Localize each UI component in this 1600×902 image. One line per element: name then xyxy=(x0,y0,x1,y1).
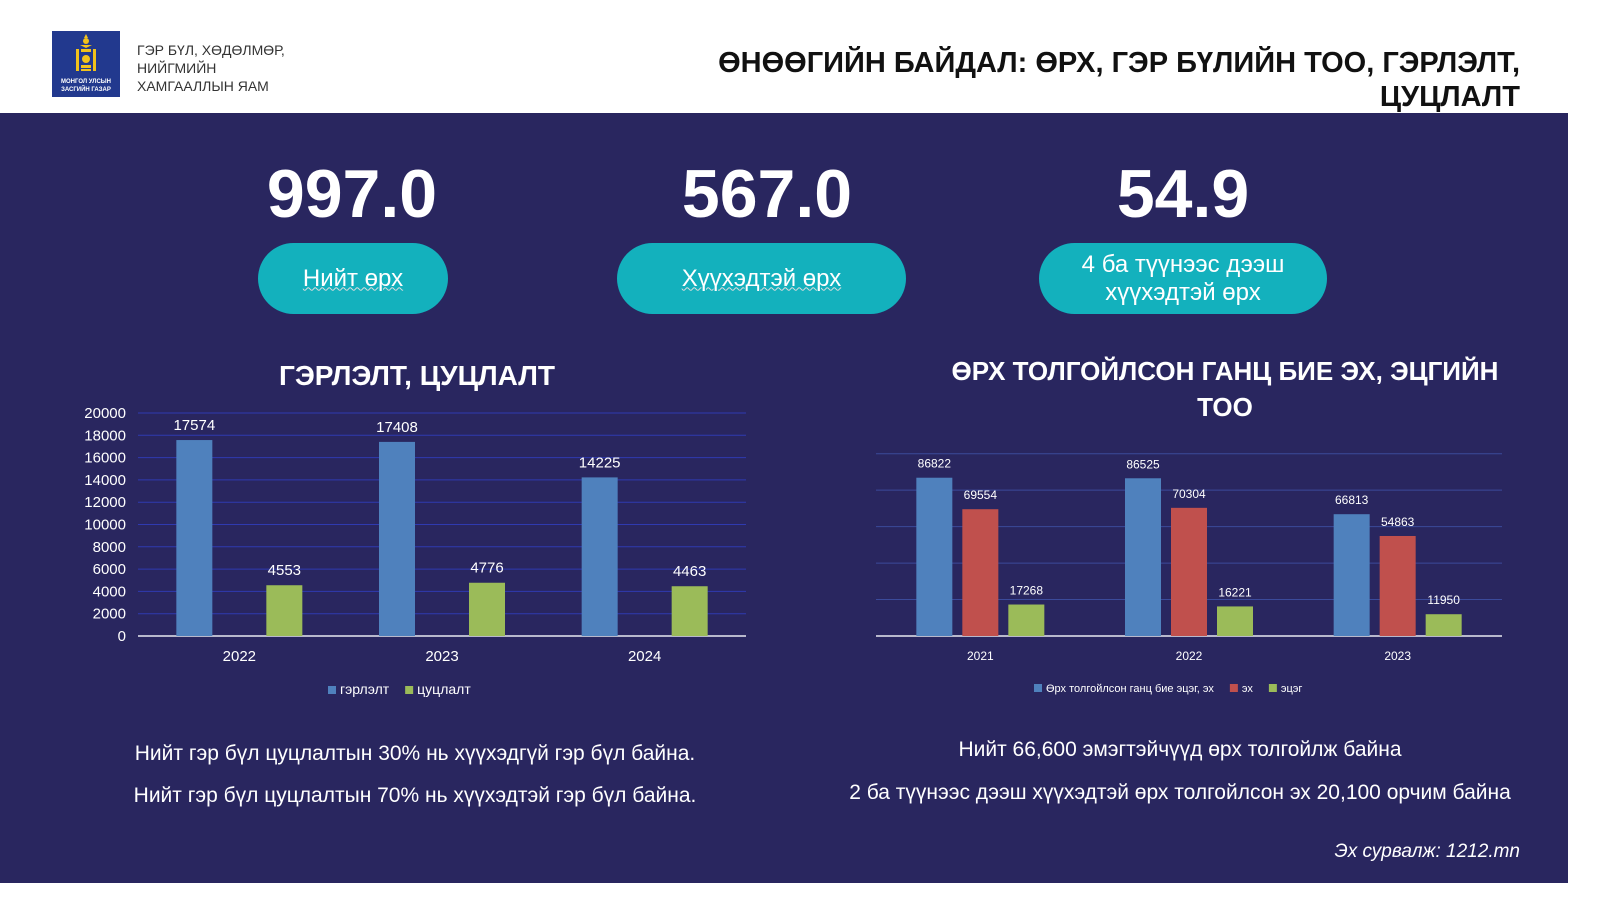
y-tick-label: 20000 xyxy=(84,405,126,422)
pill-label-line: хүүхэдтэй өрх xyxy=(1105,278,1261,306)
data-label: 86525 xyxy=(1126,457,1160,471)
pill-households-with-children: Хүүхэдтэй өрх xyxy=(617,243,906,314)
note-right-1: Нийт 66,600 эмэгтэйчүүд өрх толгойлж бай… xyxy=(958,738,1402,761)
note-left-2: Нийт гэр бүл цуцлалтын 70% нь хүүхэдтэй … xyxy=(133,784,697,807)
data-label: 4553 xyxy=(268,562,301,579)
y-tick-label: 2000 xyxy=(93,606,126,623)
note-right-2: 2 ба түүнээс дээш хүүхэдтэй өрх толгойлс… xyxy=(849,781,1511,804)
bar-series0 xyxy=(1125,478,1161,636)
data-label: 17408 xyxy=(376,419,418,436)
bar-series1 xyxy=(671,586,708,636)
logo-text-1: МОНГОЛ УЛСЫН xyxy=(61,79,111,85)
y-tick-label: 0 xyxy=(118,628,126,645)
kpi-households-with-children: 567.0 xyxy=(681,156,853,232)
pill-total-households: Нийт өрх xyxy=(258,243,448,314)
bar-series1 xyxy=(1379,535,1416,636)
legend-label: эцэг xyxy=(1281,683,1303,695)
data-label: 17574 xyxy=(173,417,215,434)
page-title-line: ЦУЦЛАЛТ xyxy=(1379,81,1520,113)
legend-swatch xyxy=(1229,684,1238,692)
logo-text-2: ЗАСГИЙН ГАЗАР xyxy=(61,87,111,93)
ministry-line: ГЭР БҮЛ, ХӨДӨЛМӨР, xyxy=(137,42,285,58)
x-tick-label: 2024 xyxy=(628,648,661,665)
y-tick-label: 6000 xyxy=(93,561,126,578)
bar-series1 xyxy=(469,582,505,636)
note-left-1: Нийт гэр бүл цуцлалтын 30% нь хүүхэдгүй … xyxy=(134,742,696,765)
single-parent-chart: 2021 86822 69554 17268 2022 86525 70304 16221 20… xyxy=(876,453,1502,695)
kpi-total-households: 997.0 xyxy=(266,156,438,232)
data-label: 14225 xyxy=(579,454,621,471)
bar-series0 xyxy=(176,440,213,636)
source-note: Эх сурвалж: 1212.mn xyxy=(1334,841,1520,862)
legend-label: цуцлалт xyxy=(417,681,471,697)
x-tick-label: 2022 xyxy=(223,648,256,665)
legend-swatch xyxy=(405,686,414,694)
data-label: 70304 xyxy=(1172,487,1206,501)
bar-series2 xyxy=(1425,614,1462,636)
y-tick-label: 16000 xyxy=(84,450,126,467)
chart-title-marriage: ГЭРЛЭЛТ, ЦУЦЛАЛТ xyxy=(279,360,555,391)
data-label: 86822 xyxy=(918,457,952,471)
x-tick-label: 2022 xyxy=(1176,649,1203,663)
bar-series0 xyxy=(581,477,618,636)
y-tick-label: 12000 xyxy=(84,494,126,511)
chart-title-single-parents: ӨРХ ТОЛГОЙЛСОН ГАНЦ БИЕ ЭХ, ЭЦГИЙН ТОО xyxy=(925,353,1525,425)
legend-label: гэрлэлт xyxy=(340,681,390,697)
ministry-name: ГЭР БҮЛ, ХӨДӨЛМӨР, НИЙГМИЙН ХАМГААЛЛЫН Я… xyxy=(137,41,327,95)
bar-series2 xyxy=(1008,604,1045,636)
data-label: 11950 xyxy=(1427,593,1460,607)
data-label: 54863 xyxy=(1381,515,1415,529)
pill-label: Хүүхэдтэй өрх xyxy=(681,264,842,292)
bar-series0 xyxy=(1333,514,1370,636)
bar-series1 xyxy=(1171,507,1207,636)
pill-label: Нийт өрх xyxy=(302,264,404,292)
chart-title-line: ӨРХ ТОЛГОЙЛСОН ГАНЦ БИЕ ЭХ, ЭЦГИЙН xyxy=(951,356,1499,386)
legend-label: Өрх толгойлсон ганц бие эцэг, эх xyxy=(1046,683,1214,695)
x-tick-label: 2023 xyxy=(1384,649,1411,663)
legend-swatch xyxy=(1268,684,1277,692)
data-label: 16221 xyxy=(1218,585,1252,599)
y-tick-label: 18000 xyxy=(84,427,126,444)
data-label: 69554 xyxy=(964,488,998,502)
pill-households-4plus: 4 ба түүнээс дээш хүүхэдтэй өрх xyxy=(1039,243,1327,314)
ministry-line: НИЙГМИЙН xyxy=(137,60,217,76)
legend-swatch xyxy=(328,686,336,694)
bar-series1 xyxy=(962,509,999,636)
x-tick-label: 2021 xyxy=(967,649,994,663)
bar-series1 xyxy=(266,585,303,636)
chart-title-line: ТОО xyxy=(1197,392,1253,422)
y-tick-label: 10000 xyxy=(84,517,126,534)
page-title-line: ӨНӨӨГИЙН БАЙДАЛ: ӨРХ, ГЭР БҮЛИЙН ТОО, ГЭ… xyxy=(718,47,1520,79)
data-label: 4776 xyxy=(470,560,503,577)
main-panel xyxy=(0,113,1568,883)
bar-series0 xyxy=(379,441,415,636)
header: МОНГОЛ УЛСЫН ЗАСГИЙН ГАЗАР ГЭР БҮЛ, ХӨДӨ… xyxy=(0,0,1600,113)
page-title: ӨНӨӨГИЙН БАЙДАЛ: ӨРХ, ГЭР БҮЛИЙН ТОО, ГЭ… xyxy=(560,46,1520,114)
bar-series0 xyxy=(916,477,953,636)
data-label: 66813 xyxy=(1335,493,1369,507)
data-label: 17268 xyxy=(1010,584,1044,598)
legend-label: эх xyxy=(1242,683,1253,695)
marriage-divorce-chart: 0 2000 4000 6000 8000 10000 12000 14000 16000 180… xyxy=(84,405,746,697)
y-tick-label: 14000 xyxy=(84,472,126,489)
ministry-line: ХАМГААЛЛЫН ЯАМ xyxy=(137,78,269,94)
pill-label-line: 4 ба түүнээс дээш xyxy=(1081,250,1285,278)
y-tick-label: 4000 xyxy=(93,583,126,600)
government-logo: МОНГОЛ УЛСЫН ЗАСГИЙН ГАЗАР xyxy=(52,31,120,97)
kpi-households-4plus-children: 54.9 xyxy=(1116,156,1250,232)
soyombo-icon xyxy=(76,34,96,71)
x-tick-label: 2023 xyxy=(425,648,458,665)
y-tick-label: 8000 xyxy=(93,539,126,556)
data-label: 4463 xyxy=(673,563,706,580)
bar-series2 xyxy=(1217,606,1253,636)
legend-swatch xyxy=(1034,684,1042,692)
